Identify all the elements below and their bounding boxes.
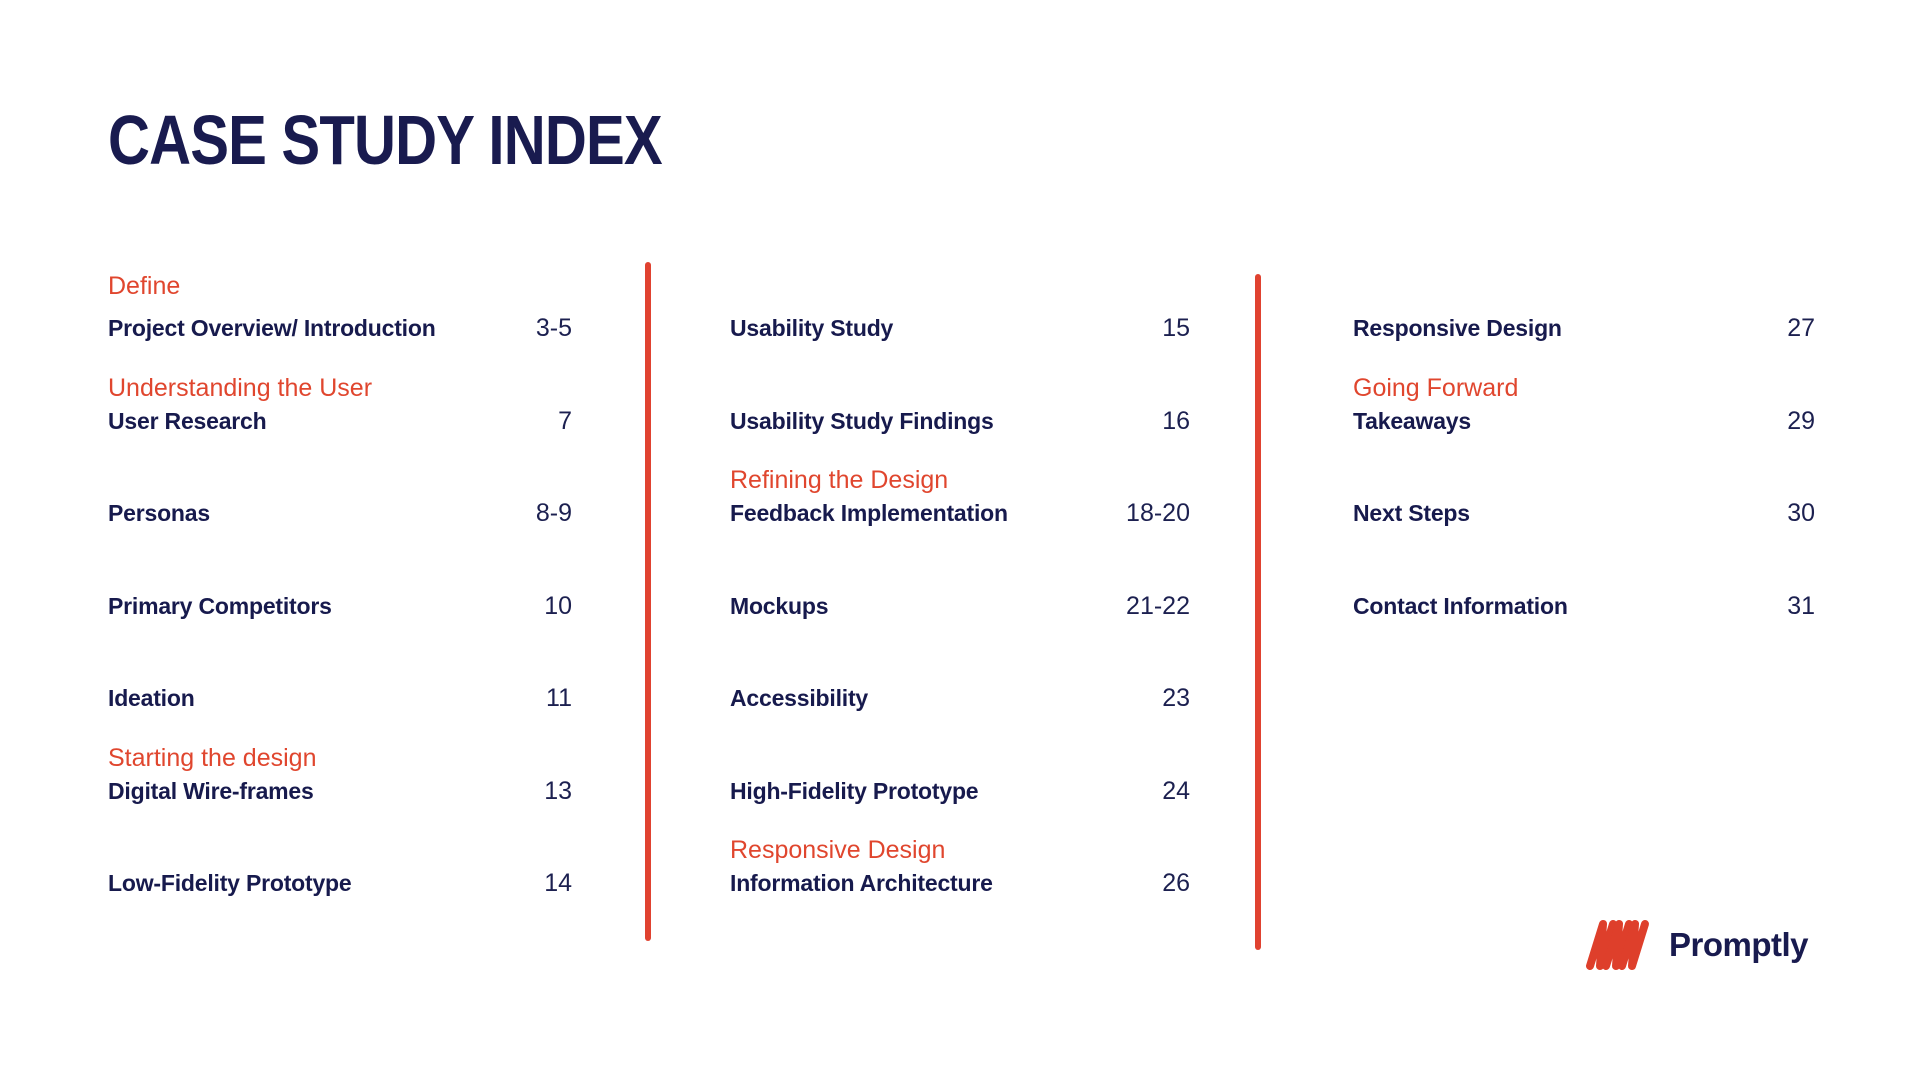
scribble-mark-icon bbox=[1586, 920, 1649, 970]
toc-entry-label: Ideation bbox=[108, 685, 195, 711]
toc-entry-accessibility[interactable]: Accessibility 23 bbox=[730, 683, 1190, 717]
promptly-logo-text: Promptly bbox=[1669, 926, 1809, 963]
toc-entry-label: Feedback Implementation bbox=[730, 500, 1008, 526]
toc-entry-label: Project Overview/ Introduction bbox=[108, 315, 436, 341]
toc-entry-pages: 29 bbox=[1787, 407, 1815, 435]
toc-entry-high-fidelity-prototype[interactable]: High-Fidelity Prototype 24 bbox=[730, 776, 1190, 810]
toc-entry-personas[interactable]: Personas 8-9 bbox=[108, 498, 572, 532]
section-label-refining-the-design: Refining the Design bbox=[730, 466, 949, 494]
column-divider-1 bbox=[645, 262, 651, 941]
toc-entry-label: Primary Competitors bbox=[108, 593, 332, 619]
page-title: CASE STUDY INDEX bbox=[108, 101, 663, 179]
toc-entry-label: Mockups bbox=[730, 593, 829, 619]
toc-entry-pages: 8-9 bbox=[535, 499, 572, 527]
section-label-understanding-the-user: Understanding the User bbox=[108, 374, 373, 402]
toc-entry-label: Responsive Design bbox=[1353, 315, 1562, 341]
toc-entry-pages: 3-5 bbox=[535, 314, 572, 342]
toc-entry-primary-competitors[interactable]: Primary Competitors 10 bbox=[108, 591, 572, 625]
toc-entry-pages: 23 bbox=[1162, 684, 1190, 712]
toc-entry-contact-information[interactable]: Contact Information 31 bbox=[1353, 591, 1815, 625]
toc-entry-pages: 13 bbox=[544, 777, 572, 805]
toc-entry-label: Digital Wire-frames bbox=[108, 778, 314, 804]
toc-entry-label: Personas bbox=[108, 500, 210, 526]
toc-entry-label: Information Architecture bbox=[730, 870, 993, 896]
toc-entry-pages: 21-22 bbox=[1126, 592, 1190, 620]
toc-entry-pages: 27 bbox=[1787, 314, 1815, 342]
toc-entry-pages: 10 bbox=[544, 592, 572, 620]
section-label-going-forward: Going Forward bbox=[1353, 374, 1519, 402]
toc-entry-label: Accessibility bbox=[730, 685, 869, 711]
toc-entry-pages: 26 bbox=[1162, 869, 1190, 897]
toc-entry-pages: 30 bbox=[1787, 499, 1815, 527]
toc-entry-user-research[interactable]: Understanding the User User Research 7 bbox=[108, 374, 572, 440]
toc-entry-information-architecture[interactable]: Responsive Design Information Architectu… bbox=[730, 836, 1190, 902]
toc-entry-pages: 11 bbox=[546, 684, 572, 712]
toc-entry-ideation[interactable]: Ideation 11 bbox=[108, 683, 572, 717]
toc-entry-pages: 14 bbox=[544, 869, 572, 897]
toc-entry-label: Low-Fidelity Prototype bbox=[108, 870, 352, 896]
toc-entry-usability-study-findings[interactable]: Usability Study Findings 16 bbox=[730, 406, 1190, 440]
toc-entry-mockups[interactable]: Mockups 21-22 bbox=[730, 591, 1190, 625]
section-label-responsive-design: Responsive Design bbox=[730, 836, 946, 864]
toc-entry-label: Usability Study bbox=[730, 315, 894, 341]
toc-entry-digital-wireframes[interactable]: Starting the design Digital Wire-frames … bbox=[108, 744, 572, 810]
toc-entry-responsive-design[interactable]: Responsive Design 27 bbox=[1353, 313, 1815, 347]
toc-entry-label: Takeaways bbox=[1353, 408, 1471, 434]
toc-entry-next-steps[interactable]: Next Steps 30 bbox=[1353, 498, 1815, 532]
toc-entry-label: High-Fidelity Prototype bbox=[730, 778, 979, 804]
toc-entry-pages: 24 bbox=[1162, 777, 1190, 805]
toc-entry-label: Contact Information bbox=[1353, 593, 1568, 619]
toc-entry-label: Next Steps bbox=[1353, 500, 1470, 526]
column-divider-2 bbox=[1255, 274, 1261, 950]
toc-entry-label: User Research bbox=[108, 408, 267, 434]
toc-entry-pages: 15 bbox=[1162, 314, 1190, 342]
toc-entry-project-overview[interactable]: Define Project Overview/ Introduction 3-… bbox=[108, 272, 572, 347]
toc-entry-usability-study[interactable]: Usability Study 15 bbox=[730, 313, 1190, 347]
section-label-starting-the-design: Starting the design bbox=[108, 744, 317, 772]
section-label-define: Define bbox=[108, 272, 181, 300]
toc-entry-label: Usability Study Findings bbox=[730, 408, 994, 434]
toc-entry-feedback-implementation[interactable]: Refining the Design Feedback Implementat… bbox=[730, 466, 1190, 532]
toc-entry-takeaways[interactable]: Going Forward Takeaways 29 bbox=[1353, 374, 1815, 440]
toc-entry-pages: 7 bbox=[558, 407, 572, 435]
toc-entry-low-fidelity-prototype[interactable]: Low-Fidelity Prototype 14 bbox=[108, 868, 572, 902]
toc-entry-pages: 31 bbox=[1787, 592, 1815, 620]
promptly-logo: Promptly bbox=[1585, 916, 1809, 974]
toc-entry-pages: 18-20 bbox=[1126, 499, 1190, 527]
toc-entry-pages: 16 bbox=[1162, 407, 1190, 435]
